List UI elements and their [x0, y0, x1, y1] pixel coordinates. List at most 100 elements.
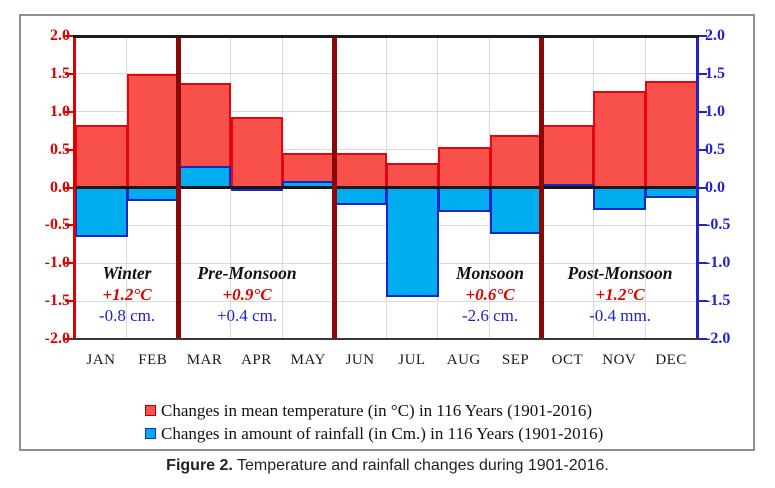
rain-bar-dec: [645, 187, 698, 199]
left-tick-label: 2.0: [50, 27, 70, 44]
right-tick-label: -0.5: [705, 216, 731, 234]
month-label-sep: SEP: [501, 352, 530, 368]
right-tick-label: -2.0: [705, 330, 731, 347]
temp-bar-feb: [126, 73, 180, 188]
left-axis-tick: [65, 224, 74, 227]
temp-bar-oct: [541, 125, 595, 188]
plot-bottom-border: [73, 338, 699, 340]
season-annotation-winter: Winter +1.2°C -0.8 cm.: [57, 263, 197, 326]
rain-bar-apr: [230, 187, 284, 192]
temp-bar-apr: [230, 117, 284, 188]
right-axis-tick: [698, 338, 707, 340]
month-label-apr: APR: [241, 352, 272, 368]
season-annotation-post-monsoon: Post-Monsoon +1.2°C -0.4 mm.: [534, 263, 706, 326]
season-name: Pre-Monsoon: [197, 263, 297, 283]
month-label-mar: MAR: [186, 352, 223, 368]
left-tick-label: 0.5: [50, 140, 70, 158]
right-y-axis-line: [696, 36, 699, 339]
left-y-axis-line: [73, 36, 76, 339]
month-label-aug: AUG: [446, 352, 481, 368]
plot-top-border: [73, 35, 699, 38]
season-rain-change: -2.6 cm.: [461, 306, 519, 325]
month-label-feb: FEB: [138, 352, 168, 368]
right-axis-tick: [698, 186, 707, 189]
season-name: Post-Monsoon: [567, 263, 673, 283]
rain-bar-jul: [386, 187, 439, 298]
temp-bar-jan: [75, 125, 128, 188]
right-tick-label: 1.0: [705, 102, 725, 120]
rainfall-swatch-icon: [145, 428, 156, 439]
right-axis-tick: [698, 35, 707, 37]
season-temp-change: +1.2°C: [595, 285, 645, 304]
season-rain-change: -0.8 cm.: [98, 306, 156, 325]
legend-label: Changes in mean temperature (in °C) in 1…: [161, 400, 593, 420]
right-axis-tick: [698, 148, 707, 151]
right-axis-tick: [698, 72, 707, 75]
left-axis-tick: [65, 35, 74, 37]
rain-bar-jun: [334, 187, 387, 205]
left-tick-label: 1.0: [50, 102, 70, 120]
temp-bar-nov: [593, 90, 647, 188]
left-axis-tick: [65, 262, 74, 265]
left-axis-labels: 2.0 1.5 1.0 0.5 0.0 -0.5 -1.0 -1.5 -2.0: [26, 27, 70, 347]
rain-bar-feb: [126, 187, 180, 202]
right-axis-labels: 2.0 1.5 1.0 0.5 0.0 -0.5 -1.0 -1.5 -2.0: [705, 27, 751, 347]
season-rain-change: +0.4 cm.: [216, 306, 278, 325]
temp-bar-dec: [645, 81, 698, 188]
month-axis-labels: JAN FEB MAR APR MAY JUN JUL AUG SEP OCT NOV DEC: [75, 351, 697, 369]
left-axis-tick: [65, 72, 74, 75]
season-annotation-pre-monsoon: Pre-Monsoon +0.9°C +0.4 cm.: [162, 263, 332, 326]
season-divider-line: [176, 36, 182, 339]
month-label-oct: OCT: [551, 352, 584, 368]
season-divider-line: [539, 36, 544, 339]
temp-bar-aug: [437, 146, 491, 188]
rain-bar-aug: [437, 187, 491, 213]
left-tick-label: -0.5: [44, 216, 70, 234]
chart-legend: Changes in mean temperature (in °C) in 1…: [145, 399, 603, 445]
rain-bar-sep: [489, 187, 543, 235]
right-tick-label: -1.5: [705, 292, 731, 310]
left-tick-label: -1.0: [44, 254, 70, 272]
left-axis-tick: [65, 338, 74, 340]
season-annotation-monsoon: Monsoon +0.6°C -2.6 cm.: [420, 263, 560, 326]
figure-caption: Figure 2. Temperature and rainfall chang…: [0, 457, 775, 475]
month-label-jan: JAN: [86, 352, 116, 368]
right-axis-tick: [698, 300, 707, 303]
season-temp-change: +1.2°C: [102, 285, 152, 304]
season-name: Monsoon: [455, 263, 525, 283]
right-tick-label: 0.0: [705, 178, 725, 196]
right-axis-tick: [698, 262, 707, 265]
right-tick-label: -1.0: [705, 254, 731, 272]
right-axis-tick: [698, 224, 707, 227]
figure-caption-label: Figure 2.: [166, 457, 233, 474]
left-axis-tick: [65, 148, 74, 151]
zero-axis-line: [75, 186, 697, 189]
right-tick-label: 0.5: [705, 140, 725, 158]
left-axis-tick: [65, 110, 74, 113]
figure-caption-text: Temperature and rainfall changes during …: [232, 457, 609, 474]
legend-label: Changes in amount of rainfall (in Cm.) i…: [161, 423, 604, 443]
month-label-jun: JUN: [345, 352, 375, 368]
right-tick-label: 1.5: [705, 64, 725, 82]
left-tick-label: 0.0: [50, 178, 70, 196]
plot-area: [65, 35, 707, 340]
season-name: Winter: [102, 263, 152, 283]
left-tick-label: 1.5: [50, 64, 70, 82]
left-tick-label: -2.0: [44, 330, 70, 347]
rain-bar-mar: [178, 166, 232, 188]
left-axis-tick: [65, 300, 74, 303]
month-label-may: MAY: [290, 352, 326, 368]
season-rain-change: -0.4 mm.: [589, 306, 651, 325]
right-axis-tick: [698, 110, 707, 113]
season-temp-change: +0.6°C: [465, 285, 515, 304]
season-divider-line: [331, 36, 337, 339]
left-axis-tick: [65, 186, 74, 189]
temp-bar-jul: [386, 162, 439, 188]
month-label-dec: DEC: [655, 352, 687, 368]
rain-bar-nov: [593, 187, 647, 211]
legend-item-rainfall: Changes in amount of rainfall (in Cm.) i…: [145, 422, 603, 445]
season-temp-change: +0.9°C: [222, 285, 272, 304]
temperature-swatch-icon: [145, 405, 156, 416]
right-tick-label: 2.0: [705, 27, 725, 44]
left-tick-label: -1.5: [44, 292, 70, 310]
